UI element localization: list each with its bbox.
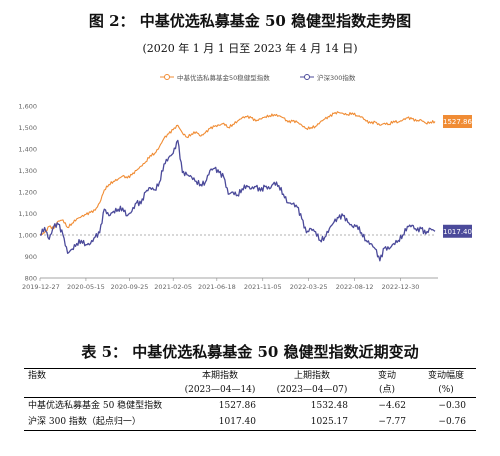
header-previous: 上期指数: [266, 368, 358, 383]
x-axis: 2019-12-27 2020-05-15 2020-09-25 2021-02-05…: [22, 277, 438, 291]
x-tick-label: 2022-08-12: [336, 283, 374, 291]
y-tick-label: 1,400: [18, 145, 37, 153]
legend-label: 沪深300指数: [317, 73, 356, 82]
x-tick-label: 2021-06-18: [198, 283, 236, 291]
x-tick-label: 2019-12-27: [22, 283, 60, 291]
row-previous: 1532.48: [266, 397, 358, 414]
index-change-table: 指数 本期指数 上期指数 变动 变动幅度 (2023—04—14) (2023—…: [24, 368, 476, 431]
row-current: 1527.86: [174, 397, 266, 414]
end-label-box: [443, 115, 472, 129]
legend-marker: [304, 74, 310, 80]
header-current-date: (2023—04—14): [184, 385, 256, 395]
row-change: −4.62: [358, 397, 416, 414]
header-change-unit: (点): [378, 385, 396, 395]
legend-label: 中基优选私募基金50稳健型指数: [177, 73, 270, 82]
end-labels: 1527.86 1017.40: [443, 115, 473, 238]
row-name: 中基优选私募基金 50 稳健型指数: [24, 397, 174, 414]
y-tick-label: 800: [25, 274, 37, 282]
header-previous-date: (2023—04—07): [276, 385, 348, 395]
end-label-box: [443, 224, 472, 238]
header-pct-unit: (%): [438, 385, 454, 395]
chart-legend: 中基优选私募基金50稳健型指数 沪深300指数: [160, 73, 356, 82]
figure-title: 图 2： 中基优选私募基金 50 稳健型指数走势图: [88, 12, 412, 30]
y-tick-label: 900: [25, 253, 37, 261]
row-previous: 1025.17: [266, 414, 358, 431]
series-lines: [39, 111, 436, 262]
header-pct: 变动幅度: [416, 368, 476, 383]
y-tick-label: 1,100: [18, 210, 37, 218]
table-row: 中基优选私募基金 50 稳健型指数 1527.86 1532.48 −4.62 …: [24, 397, 476, 414]
series-line-csi300: [39, 139, 436, 262]
x-tick-label: 2022-12-30: [382, 283, 420, 291]
end-label-value: 1017.40: [443, 228, 472, 236]
table-title: 表 5： 中基优选私募基金 50 稳健型指数近期变动: [81, 343, 419, 361]
x-tick-label: 2020-05-15: [67, 283, 105, 291]
row-pct: −0.30: [416, 397, 476, 414]
y-tick-label: 1,600: [18, 102, 37, 110]
y-tick-label: 1,500: [18, 124, 37, 132]
table-row: 沪深 300 指数（起点归一） 1017.40 1025.17 −7.77 −0…: [24, 414, 476, 431]
x-tick-label: 2020-09-25: [111, 283, 149, 291]
header-index: 指数: [24, 368, 174, 383]
figure-subtitle: (2020 年 1 月 1 日至 2023 年 4 月 14 日): [142, 42, 358, 55]
header-current: 本期指数: [174, 368, 266, 383]
end-label-value: 1527.86: [443, 118, 472, 126]
series-line-fund-index: [39, 111, 436, 236]
line-chart: 中基优选私募基金50稳健型指数 沪深300指数 800 900 1,000 1,100 1…: [18, 73, 473, 291]
row-name: 沪深 300 指数（起点归一）: [24, 414, 174, 431]
y-tick-label: 1,000: [18, 231, 37, 239]
row-current: 1017.40: [174, 414, 266, 431]
header-change: 变动: [358, 368, 416, 383]
x-tick-label: 2021-11-05: [244, 283, 282, 291]
row-change: −7.77: [358, 414, 416, 431]
legend-marker: [164, 74, 170, 80]
x-tick-label: 2022-03-25: [290, 283, 328, 291]
x-tick-label: 2021-02-05: [154, 283, 192, 291]
y-tick-label: 1,200: [18, 188, 37, 196]
row-pct: −0.76: [416, 414, 476, 431]
y-axis: 800 900 1,000 1,100 1,200 1,300 1,400 1,500 1,60…: [18, 102, 37, 282]
y-tick-label: 1,300: [18, 167, 37, 175]
